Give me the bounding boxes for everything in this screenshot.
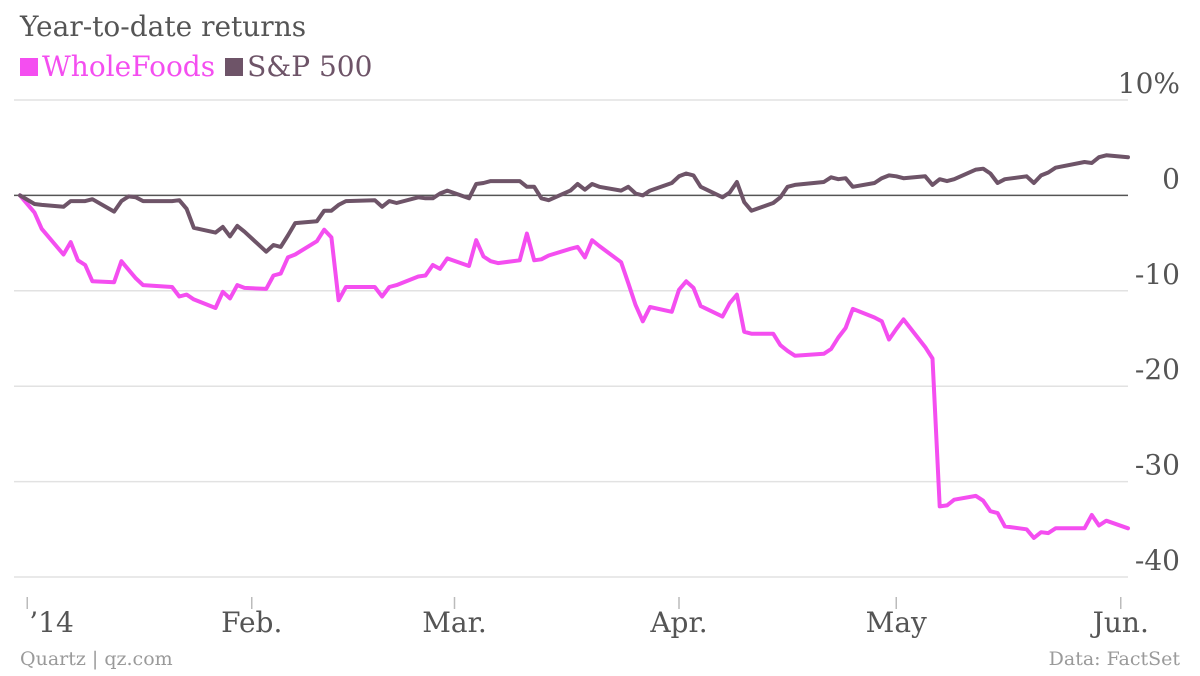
data-source: Data: FactSet <box>1048 648 1180 670</box>
chart-legend: WholeFoods S&P 500 <box>20 50 372 83</box>
x-tick-label: Feb. <box>221 606 282 639</box>
y-tick-label: -20 <box>1135 353 1180 386</box>
y-tick-label: -30 <box>1135 449 1180 482</box>
x-tick-label: ’14 <box>29 606 74 639</box>
x-tick-label: Jun. <box>1090 606 1149 639</box>
y-tick-label: -10 <box>1135 258 1180 291</box>
y-tick-label: 0 <box>1162 162 1180 195</box>
legend-swatch-sp500 <box>225 57 244 76</box>
legend-label-sp500: S&P 500 <box>247 50 373 83</box>
source-credit: Quartz | qz.com <box>20 648 173 670</box>
chart-title: Year-to-date returns <box>20 10 307 43</box>
x-tick-label: Apr. <box>649 606 707 639</box>
y-tick-label: -40 <box>1135 544 1180 577</box>
y-tick-label: 10% <box>1118 67 1180 100</box>
legend-swatch-wholefoods <box>20 57 38 76</box>
series-line-sp500 <box>18 153 1130 254</box>
legend-item-sp500: S&P 500 <box>225 50 372 83</box>
x-tick-label: May <box>866 606 927 639</box>
x-tick-label: Mar. <box>422 606 487 639</box>
legend-label-wholefoods: WholeFoods <box>42 50 216 83</box>
legend-item-wholefoods: WholeFoods <box>20 50 215 83</box>
series-line-wholefoods <box>18 193 1130 540</box>
